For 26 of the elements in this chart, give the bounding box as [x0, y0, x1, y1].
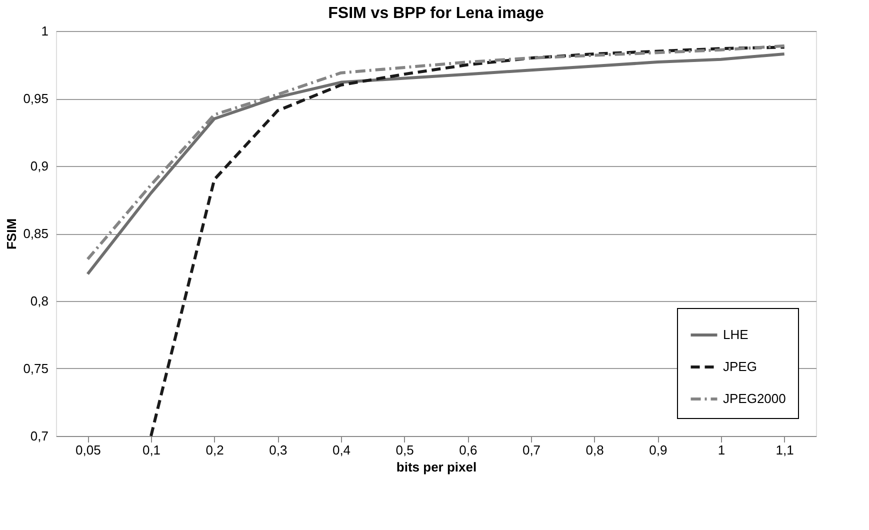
x-tick-label: 1,1	[776, 442, 794, 458]
legend-label: JPEG2000	[723, 391, 786, 406]
x-tick-label: 0,7	[522, 442, 541, 458]
y-tick-label: 0,85	[23, 226, 48, 241]
y-tick-label: 1	[41, 24, 48, 38]
y-tick-label: 0,75	[23, 361, 48, 376]
x-tick-label: 0,9	[649, 442, 668, 458]
x-tick-label: 0,2	[206, 442, 224, 458]
x-tick-label: 0,05	[76, 442, 101, 458]
line-series	[150, 46, 786, 438]
y-axis-title: FSIM	[4, 218, 20, 250]
legend-label: JPEG	[723, 359, 757, 374]
x-tick-label: 0,8	[586, 442, 604, 458]
x-tick-label: 0,5	[396, 442, 414, 458]
x-tick-label: 0,1	[142, 442, 161, 458]
x-axis-title: bits per pixel	[396, 460, 477, 474]
y-tick-label: 0,9	[30, 158, 48, 174]
x-tick-label: 0,4	[332, 442, 351, 458]
y-tick-label: 0,95	[23, 91, 48, 106]
x-tick-label: 1	[718, 442, 726, 458]
chart-title: FSIM vs BPP for Lena image	[328, 5, 544, 22]
x-tick-label: 0,3	[269, 442, 288, 458]
legend-label: LHE	[723, 327, 749, 342]
y-tick-label: 0,8	[30, 294, 48, 308]
y-tick-label: 0,7	[30, 428, 48, 444]
x-tick-label: 0,6	[459, 442, 478, 458]
